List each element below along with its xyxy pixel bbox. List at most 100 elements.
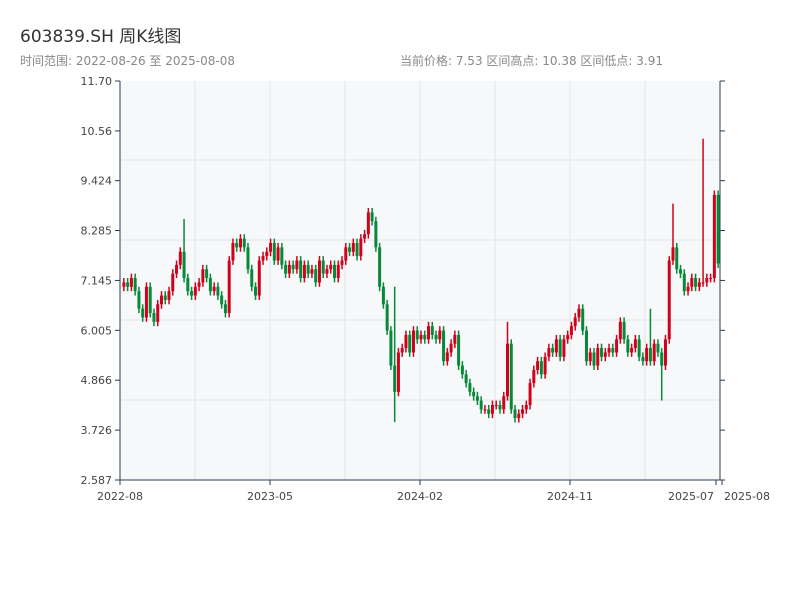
candle-down bbox=[442, 330, 446, 362]
candle-up bbox=[287, 264, 291, 274]
candle-up bbox=[363, 234, 367, 239]
candle-up bbox=[340, 260, 344, 265]
candle-down bbox=[321, 260, 325, 274]
candle-down bbox=[246, 247, 250, 270]
candle-down bbox=[374, 221, 378, 248]
candle-down bbox=[584, 330, 588, 362]
candle-up bbox=[359, 238, 363, 257]
candle-down bbox=[434, 334, 438, 340]
candle-up bbox=[697, 282, 701, 287]
candle-down bbox=[660, 352, 664, 366]
candle-down bbox=[622, 321, 626, 340]
candle-up bbox=[566, 334, 570, 340]
candle-down bbox=[694, 278, 698, 287]
candle-up bbox=[705, 278, 709, 283]
candle-up bbox=[351, 242, 355, 252]
y-tick-label: 6.005 bbox=[81, 324, 113, 337]
candle-up bbox=[528, 383, 532, 405]
candle-up bbox=[630, 348, 634, 353]
candle-down bbox=[186, 278, 190, 292]
candle-down bbox=[430, 326, 434, 335]
candle-down bbox=[637, 339, 641, 357]
candle-down bbox=[291, 264, 295, 270]
candle-up bbox=[690, 278, 694, 287]
candle-up bbox=[663, 339, 667, 366]
candle-up bbox=[400, 348, 404, 353]
candle-up bbox=[167, 291, 171, 300]
candle-down bbox=[223, 304, 227, 314]
y-tick-label: 9.424 bbox=[81, 175, 113, 188]
candle-up bbox=[159, 295, 163, 305]
y-tick-label: 8.285 bbox=[81, 225, 113, 238]
candle-down bbox=[592, 352, 596, 366]
candle-down bbox=[216, 286, 220, 296]
candle-down bbox=[498, 404, 502, 410]
chart-title: 603839.SH 周K线图 bbox=[20, 27, 182, 47]
candle-up bbox=[310, 269, 314, 274]
candle-down bbox=[415, 330, 419, 340]
candle-up bbox=[494, 404, 498, 406]
candle-up bbox=[645, 348, 649, 362]
candle-up bbox=[122, 282, 126, 287]
candle-up bbox=[671, 247, 675, 261]
candle-down bbox=[137, 291, 141, 309]
candle-up bbox=[212, 286, 216, 292]
candle-up bbox=[302, 264, 306, 279]
candle-up bbox=[144, 286, 148, 318]
candle-down bbox=[314, 269, 318, 283]
candle-up bbox=[709, 278, 713, 280]
candle-down bbox=[423, 334, 427, 340]
candle-up bbox=[506, 343, 510, 397]
candle-up bbox=[419, 334, 423, 340]
candle-down bbox=[393, 365, 397, 392]
candle-up bbox=[276, 247, 280, 261]
candle-up bbox=[438, 330, 442, 340]
candle-down bbox=[284, 264, 288, 274]
candle-down bbox=[250, 269, 254, 287]
candle-up bbox=[712, 194, 716, 279]
candle-up bbox=[193, 286, 197, 296]
candle-up bbox=[227, 260, 231, 314]
candle-down bbox=[472, 391, 476, 397]
candle-up bbox=[618, 321, 622, 340]
candle-up bbox=[532, 369, 536, 384]
candle-down bbox=[716, 194, 720, 264]
candle-down bbox=[378, 247, 382, 287]
candle-down bbox=[355, 242, 359, 257]
candle-down bbox=[280, 247, 284, 265]
y-tick-label: 3.726 bbox=[81, 424, 113, 437]
candle-down bbox=[682, 273, 686, 292]
candle-up bbox=[411, 330, 415, 353]
candle-down bbox=[509, 343, 513, 410]
candle-down bbox=[513, 409, 517, 419]
x-tick-label: 2023-05 bbox=[247, 490, 293, 503]
candle-down bbox=[551, 348, 555, 353]
candle-up bbox=[596, 348, 600, 366]
candle-up bbox=[396, 352, 400, 392]
candle-up bbox=[483, 409, 487, 411]
candle-up bbox=[615, 339, 619, 353]
candle-up bbox=[197, 282, 201, 287]
candle-down bbox=[133, 278, 137, 292]
candle-down bbox=[182, 251, 186, 279]
candle-up bbox=[261, 256, 265, 261]
candle-down bbox=[558, 339, 562, 357]
candle-down bbox=[479, 400, 483, 410]
x-tick-label: 2024-02 bbox=[397, 490, 443, 503]
candle-up bbox=[175, 264, 179, 274]
candle-down bbox=[272, 242, 276, 261]
y-tick-label: 10.56 bbox=[81, 125, 113, 138]
candle-up bbox=[554, 339, 558, 353]
candle-up bbox=[490, 404, 494, 414]
candle-up bbox=[517, 413, 521, 419]
candle-down bbox=[581, 308, 585, 331]
candle-up bbox=[238, 238, 242, 248]
candle-down bbox=[205, 269, 209, 279]
candle-down bbox=[475, 396, 479, 401]
x-tick-label: 2025-08 bbox=[724, 490, 770, 503]
candle-down bbox=[299, 260, 303, 279]
candle-down bbox=[348, 247, 352, 252]
candle-down bbox=[385, 304, 389, 331]
candle-up bbox=[257, 260, 261, 296]
